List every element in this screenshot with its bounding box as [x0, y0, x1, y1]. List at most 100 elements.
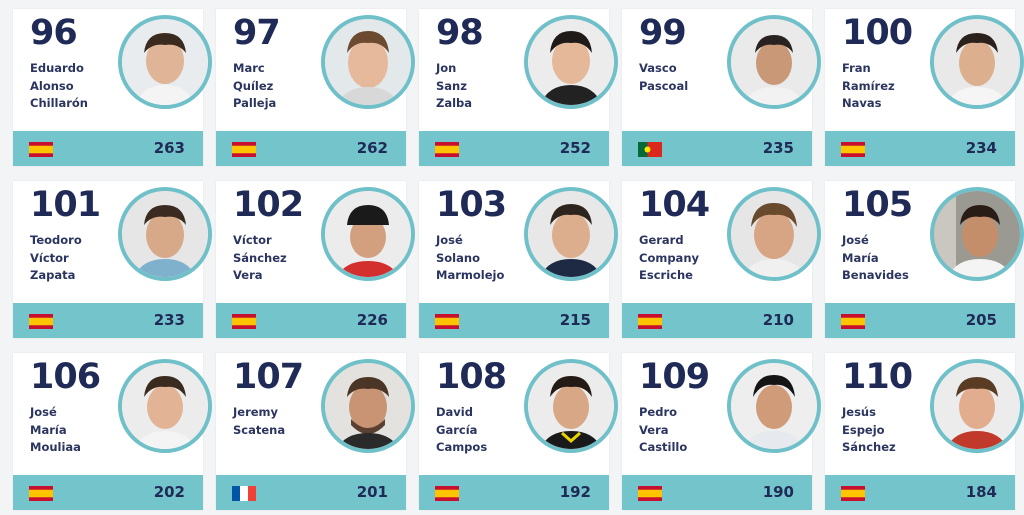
player-card[interactable]: 100 Fran Ramírez Navas 234	[825, 9, 1024, 166]
player-name-line: José	[30, 405, 57, 419]
player-name: José María Benavides	[842, 232, 909, 285]
player-name-line: Víctor	[30, 250, 69, 265]
player-photo[interactable]	[321, 15, 415, 109]
player-points: 202	[153, 483, 185, 501]
player-points: 210	[762, 311, 794, 329]
france-flag-icon	[232, 486, 256, 501]
player-name-line: Zalba	[436, 96, 473, 110]
player-name-line: Escriche	[639, 268, 693, 282]
player-stats-bar: 184	[825, 475, 1015, 510]
player-photo[interactable]	[118, 359, 212, 453]
player-card[interactable]: 106 José María Mouliaa 202	[13, 353, 212, 510]
player-stats-bar: 235	[622, 131, 812, 166]
person-silhouette-icon	[934, 19, 1020, 105]
player-card[interactable]: 108 David García Campos 192	[419, 353, 618, 510]
player-name: Víctor Sánchez Vera	[233, 232, 287, 285]
player-stats-bar: 210	[622, 303, 812, 338]
player-name-line: Vera	[233, 268, 263, 282]
player-name: Eduardo Alonso Chillarón	[30, 60, 88, 113]
player-card[interactable]: 101 Teodoro Víctor Zapata 233	[13, 181, 212, 338]
player-card[interactable]: 105 José María Benavides 205	[825, 181, 1024, 338]
player-photo[interactable]	[727, 187, 821, 281]
person-silhouette-icon	[122, 363, 208, 449]
player-photo[interactable]	[930, 187, 1024, 281]
player-card[interactable]: 98 Jon Sanz Zalba 252	[419, 9, 618, 166]
player-name-line: Pedro	[639, 405, 678, 419]
player-card[interactable]: 102 Víctor Sánchez Vera 226	[216, 181, 415, 338]
player-points: 184	[965, 483, 997, 501]
player-name-line: Fran	[842, 61, 871, 75]
player-card[interactable]: 104 Gerard Company Escriche 210	[622, 181, 821, 338]
player-name-line: Quílez	[233, 78, 274, 93]
player-photo[interactable]	[524, 187, 618, 281]
player-name-line: María	[30, 422, 67, 437]
player-stats-bar: 226	[216, 303, 406, 338]
player-name-line: Jesús	[842, 405, 876, 419]
person-silhouette-icon	[528, 19, 614, 105]
player-name-line: José	[436, 233, 463, 247]
player-stats-bar: 192	[419, 475, 609, 510]
player-points: 252	[559, 139, 591, 157]
player-points: 215	[559, 311, 591, 329]
player-name-line: Castillo	[639, 440, 688, 454]
player-name: José Solano Marmolejo	[436, 232, 504, 285]
player-photo[interactable]	[930, 359, 1024, 453]
player-photo[interactable]	[524, 15, 618, 109]
player-card[interactable]: 107 Jeremy Scatena 201	[216, 353, 415, 510]
player-rank: 101	[30, 185, 101, 225]
player-name-line: Espejo	[842, 422, 885, 437]
player-rank: 107	[233, 357, 304, 397]
player-rank: 96	[30, 13, 78, 53]
player-card[interactable]: 110 Jesús Espejo Sánchez 184	[825, 353, 1024, 510]
player-name-line: Palleja	[233, 96, 277, 110]
player-stats-bar: 252	[419, 131, 609, 166]
person-silhouette-icon	[934, 191, 1020, 277]
player-photo[interactable]	[524, 359, 618, 453]
player-name-line: Alonso	[30, 78, 74, 93]
player-name-line: Marmolejo	[436, 268, 505, 282]
player-photo[interactable]	[321, 359, 415, 453]
player-photo[interactable]	[727, 359, 821, 453]
player-rank: 106	[30, 357, 101, 397]
player-stats-bar: 190	[622, 475, 812, 510]
player-name-line: Teodoro	[30, 233, 82, 247]
player-photo[interactable]	[118, 15, 212, 109]
player-name-line: Víctor	[233, 233, 272, 247]
player-points: 192	[559, 483, 591, 501]
spain-flag-icon	[435, 314, 459, 329]
player-rank: 103	[436, 185, 507, 225]
person-silhouette-icon	[731, 19, 817, 105]
player-name-line: María	[842, 250, 879, 265]
player-name-line: Pascoal	[639, 78, 689, 93]
spain-flag-icon	[29, 314, 53, 329]
player-photo[interactable]	[118, 187, 212, 281]
player-points: 233	[153, 311, 185, 329]
spain-flag-icon	[435, 142, 459, 157]
player-card[interactable]: 103 José Solano Marmolejo 215	[419, 181, 618, 338]
person-silhouette-icon	[325, 363, 411, 449]
player-card[interactable]: 109 Pedro Vera Castillo 190	[622, 353, 821, 510]
player-name-line: Mouliaa	[30, 440, 81, 454]
person-silhouette-icon	[122, 191, 208, 277]
player-photo[interactable]	[727, 15, 821, 109]
player-name: José María Mouliaa	[30, 404, 81, 457]
player-name: Jon Sanz Zalba	[436, 60, 472, 113]
player-card[interactable]: 99 Vasco Pascoal 235	[622, 9, 821, 166]
player-photo[interactable]	[930, 15, 1024, 109]
player-name-line: Jon	[436, 61, 457, 75]
player-points: 226	[356, 311, 388, 329]
spain-flag-icon	[232, 142, 256, 157]
player-name-line: Chillarón	[30, 96, 88, 110]
portugal-flag-icon	[638, 142, 662, 157]
player-name: Teodoro Víctor Zapata	[30, 232, 82, 285]
person-silhouette-icon	[528, 363, 614, 449]
player-rank: 99	[639, 13, 687, 53]
player-name: Gerard Company Escriche	[639, 232, 699, 285]
player-name: David García Campos	[436, 404, 487, 457]
player-name-line: Jeremy	[233, 405, 279, 419]
player-card[interactable]: 96 Eduardo Alonso Chillarón 263	[13, 9, 212, 166]
player-photo[interactable]	[321, 187, 415, 281]
player-card[interactable]: 97 Marc Quílez Palleja 262	[216, 9, 415, 166]
player-name: Jesús Espejo Sánchez	[842, 404, 896, 457]
